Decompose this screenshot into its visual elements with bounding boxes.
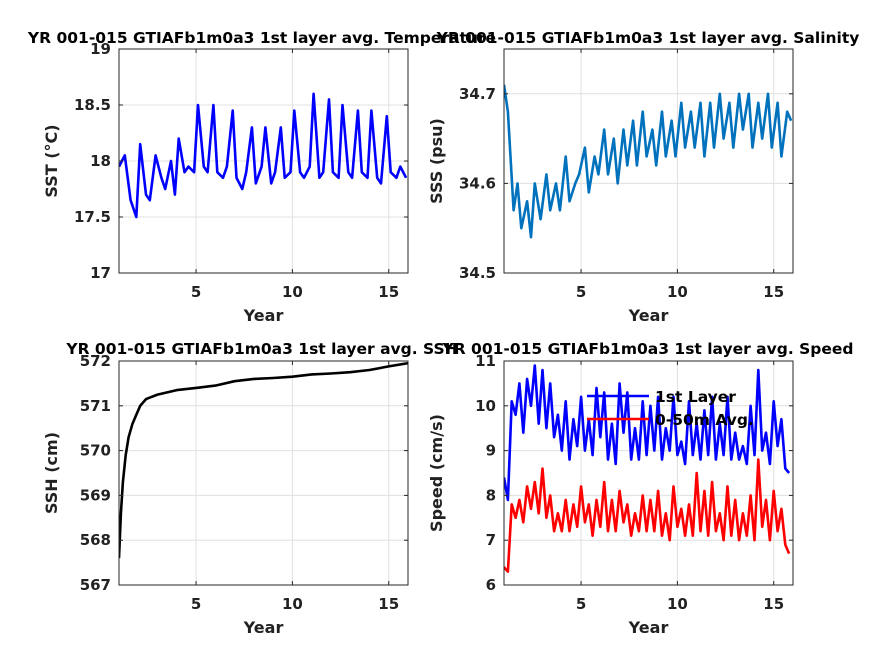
y-tick-label: 570	[80, 442, 111, 460]
panel-3: 5 10 15 567 568 569 570 571 572 Year SSH (cm) YR 00…	[42, 340, 458, 637]
x-tick-label: 15	[378, 595, 399, 613]
x-tick-label: 10	[667, 595, 688, 613]
series-line-1	[119, 361, 408, 559]
y-tick-label: 18.5	[74, 96, 111, 114]
series-line-1st-layer	[504, 364, 791, 502]
x-tick-label: 10	[282, 595, 303, 613]
y-tick-label: 19	[90, 40, 111, 58]
chart-title: YR 001-015 GTIAFb1m0a3 1st layer avg. Sa…	[436, 29, 860, 47]
plot-area	[504, 361, 793, 585]
x-tick-label: 15	[378, 283, 399, 301]
panel-4: 5 10 15 6 7 8 9 10 11 Year Speed (cm/s) YR 001-015 …	[427, 340, 854, 637]
x-tick-label: 5	[191, 283, 201, 301]
y-tick-label: 7	[486, 531, 496, 549]
y-axis-label: SSH (cm)	[42, 432, 61, 514]
y-tick-label: 569	[80, 486, 111, 504]
series-line-1	[119, 92, 408, 219]
x-tick-label: 15	[763, 595, 784, 613]
legend-label: 0-50m Avg.	[655, 411, 754, 429]
y-tick-label: 8	[486, 486, 496, 504]
plot-area	[119, 361, 408, 585]
legend: 1st Layer 0-50m Avg.	[587, 388, 754, 429]
axes-frame	[503, 48, 794, 274]
y-axis-label: SST (°C)	[42, 124, 61, 197]
y-tick-label: 17.5	[74, 208, 111, 226]
chart-title: YR 001-015 GTIAFb1m0a3 1st layer avg. Te…	[27, 29, 496, 47]
x-axis-label: Year	[628, 306, 669, 325]
panel-1: 5 10 15 17 17.5 18 18.5 19 Year SST (°C) YR 001-01…	[27, 29, 496, 325]
x-tick-label: 10	[282, 283, 303, 301]
x-tick-label: 5	[191, 595, 201, 613]
plot-area	[504, 49, 793, 273]
y-tick-label: 6	[486, 576, 496, 594]
x-tick-label: 15	[763, 283, 784, 301]
y-tick-label: 572	[80, 352, 111, 370]
x-axis-label: Year	[243, 306, 284, 325]
y-tick-label: 34.7	[459, 85, 496, 103]
y-tick-label: 34.6	[459, 174, 496, 192]
x-axis-label: Year	[628, 618, 669, 637]
y-tick-label: 34.5	[459, 264, 496, 282]
x-tick-label: 5	[576, 595, 586, 613]
y-tick-label: 11	[475, 352, 496, 370]
y-axis-label: Speed (cm/s)	[427, 414, 446, 532]
series-line-0-50m-avg-	[504, 458, 791, 573]
y-tick-label: 568	[80, 531, 111, 549]
chart-title: YR 001-015 GTIAFb1m0a3 1st layer avg. Sp…	[441, 340, 853, 358]
series-line-1	[504, 84, 793, 239]
x-tick-label: 5	[576, 283, 586, 301]
y-tick-label: 567	[80, 576, 111, 594]
y-tick-label: 571	[80, 397, 111, 415]
chart-title: YR 001-015 GTIAFb1m0a3 1st layer avg. SS…	[65, 340, 457, 358]
legend-label: 1st Layer	[655, 388, 736, 406]
y-tick-label: 10	[475, 397, 496, 415]
axes-frame	[118, 360, 409, 586]
axes-frame	[503, 360, 794, 586]
y-axis-label: SSS (psu)	[427, 118, 446, 204]
panel-2: 5 10 15 34.5 34.6 34.7 Year SSS (psu) YR 001-015…	[427, 29, 859, 325]
y-tick-label: 9	[486, 442, 496, 460]
y-tick-label: 18	[90, 152, 111, 170]
x-axis-label: Year	[243, 618, 284, 637]
x-tick-label: 10	[667, 283, 688, 301]
y-tick-label: 17	[90, 264, 111, 282]
